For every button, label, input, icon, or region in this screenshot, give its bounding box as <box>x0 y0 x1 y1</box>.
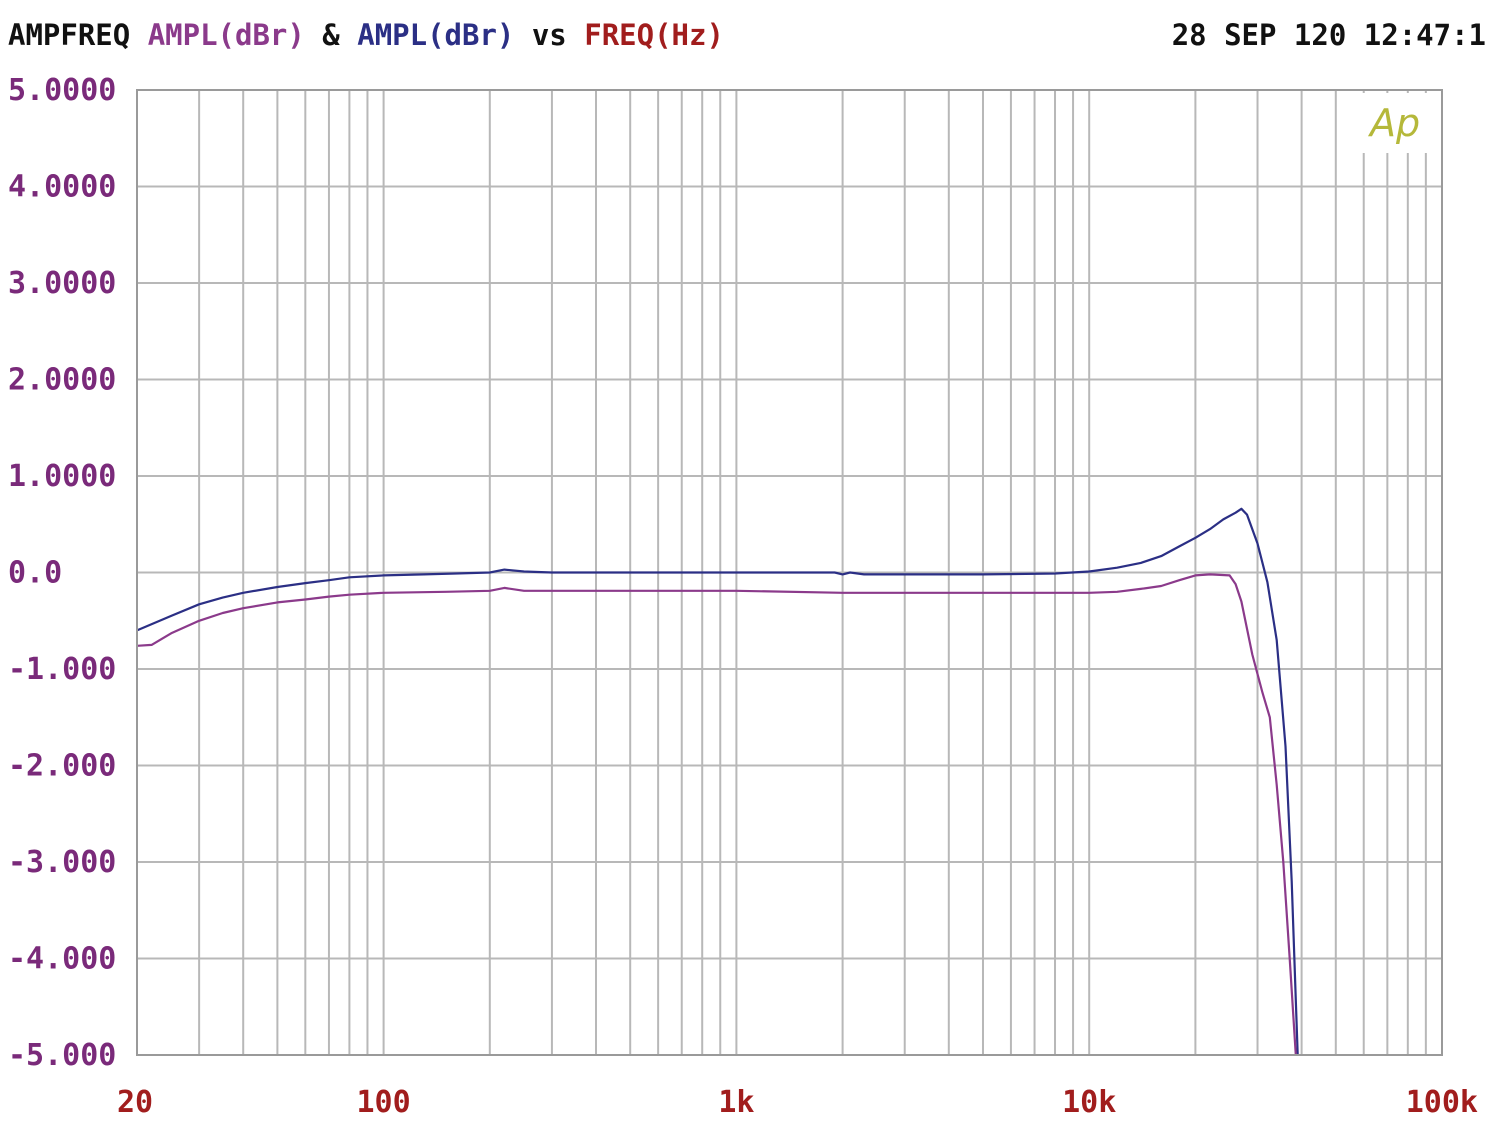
chart-title: AMPFREQ AMPL(dBr) & AMPL(dBr) vs FREQ(Hz… <box>8 18 724 52</box>
title-series2: AMPL(dBr) <box>357 18 515 52</box>
x-tick-label: 20 <box>117 1085 153 1120</box>
plot-frame <box>136 89 1443 1056</box>
series-line-1 <box>136 507 1299 1056</box>
y-tick-label: 2.0000 <box>8 363 116 398</box>
series-line-2 <box>136 573 1297 1056</box>
title-vs: vs <box>531 18 567 52</box>
x-tick-label: 100k <box>1406 1085 1478 1120</box>
title-amp: & <box>322 18 340 52</box>
timestamp: 28 SEP 120 12:47:1 <box>1171 18 1486 52</box>
series-layer <box>136 507 1299 1056</box>
y-tick-label: 5.0000 <box>8 73 116 108</box>
y-tick-label: -5.000 <box>8 1038 116 1073</box>
title-series1: AMPL(dBr) <box>147 18 305 52</box>
x-axis-ticks: 20 100 1k 10k 100k <box>117 1085 1478 1120</box>
y-tick-label: 3.0000 <box>8 266 116 301</box>
title-x-label: FREQ(Hz) <box>584 18 724 52</box>
y-tick-label: -2.000 <box>8 749 116 784</box>
y-tick-label: -1.000 <box>8 652 116 687</box>
logo-grid <box>1358 93 1440 153</box>
y-tick-label: -3.000 <box>8 845 116 880</box>
y-tick-label: 4.0000 <box>8 170 116 205</box>
y-tick-label: -4.000 <box>8 942 116 977</box>
y-tick-label: 1.0000 <box>8 459 116 494</box>
x-tick-label: 10k <box>1062 1085 1116 1120</box>
x-tick-label: 100 <box>357 1085 411 1120</box>
y-axis-ticks: 5.0000 4.0000 3.0000 2.0000 1.0000 0.0 -1.000 -… <box>8 73 116 1073</box>
ap-logo: Ap <box>1367 101 1420 145</box>
y-tick-label: 0.0 <box>8 556 62 591</box>
title-prefix: AMPFREQ <box>8 18 131 52</box>
logo-background <box>1358 93 1440 153</box>
x-tick-label: 1k <box>718 1085 754 1120</box>
